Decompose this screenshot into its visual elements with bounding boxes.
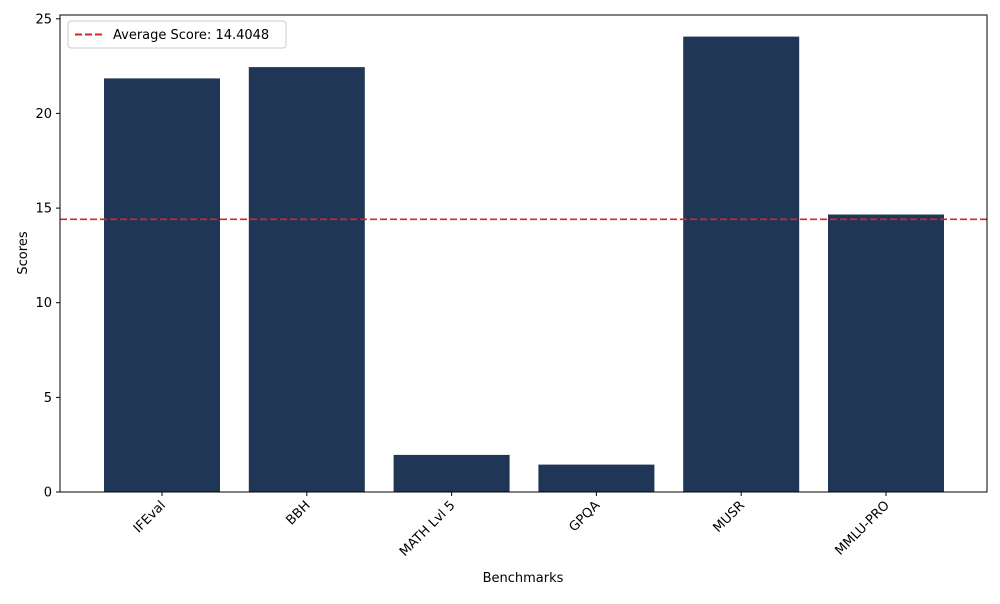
- bar-math-lvl-5: [393, 454, 510, 492]
- x-tick-label: MUSR: [711, 498, 748, 535]
- y-tick-label: 15: [35, 202, 52, 217]
- bars-layer: [104, 36, 944, 493]
- bar-mmlu-pro: [828, 214, 944, 492]
- y-tick-label: 5: [44, 391, 52, 406]
- bar-gpqa: [538, 464, 655, 492]
- y-tick-label: 25: [35, 12, 52, 27]
- y-tick-label: 10: [35, 296, 52, 311]
- plot-frame: [59, 14, 988, 493]
- x-tick-label: MMLU-PRO: [832, 498, 892, 558]
- axes-layer: [59, 14, 988, 493]
- legend-label: Average Score: 14.4048: [113, 28, 269, 43]
- y-tick-label: 20: [35, 107, 52, 122]
- bar-bbh: [248, 67, 365, 492]
- x-tick-label: GPQA: [566, 498, 603, 535]
- y-ticks-layer: 0 5 10 15 20 25: [35, 12, 60, 501]
- legend: Average Score: 14.4048: [67, 20, 287, 49]
- x-tick-label: MATH Lvl 5: [397, 498, 458, 559]
- x-tick-label: IFEval: [131, 498, 169, 536]
- bar-musr: [683, 36, 800, 492]
- x-ticks-layer: IFEval BBH MATH Lvl 5 GPQA MUSR MMLU-PRO: [131, 492, 893, 560]
- y-axis-label: Scores: [16, 231, 31, 274]
- bar-ifeval: [104, 78, 220, 493]
- x-axis-label: Benchmarks: [483, 571, 564, 586]
- legend-box: [67, 20, 287, 49]
- x-tick-label: BBH: [283, 498, 313, 528]
- y-tick-label: 0: [44, 486, 52, 501]
